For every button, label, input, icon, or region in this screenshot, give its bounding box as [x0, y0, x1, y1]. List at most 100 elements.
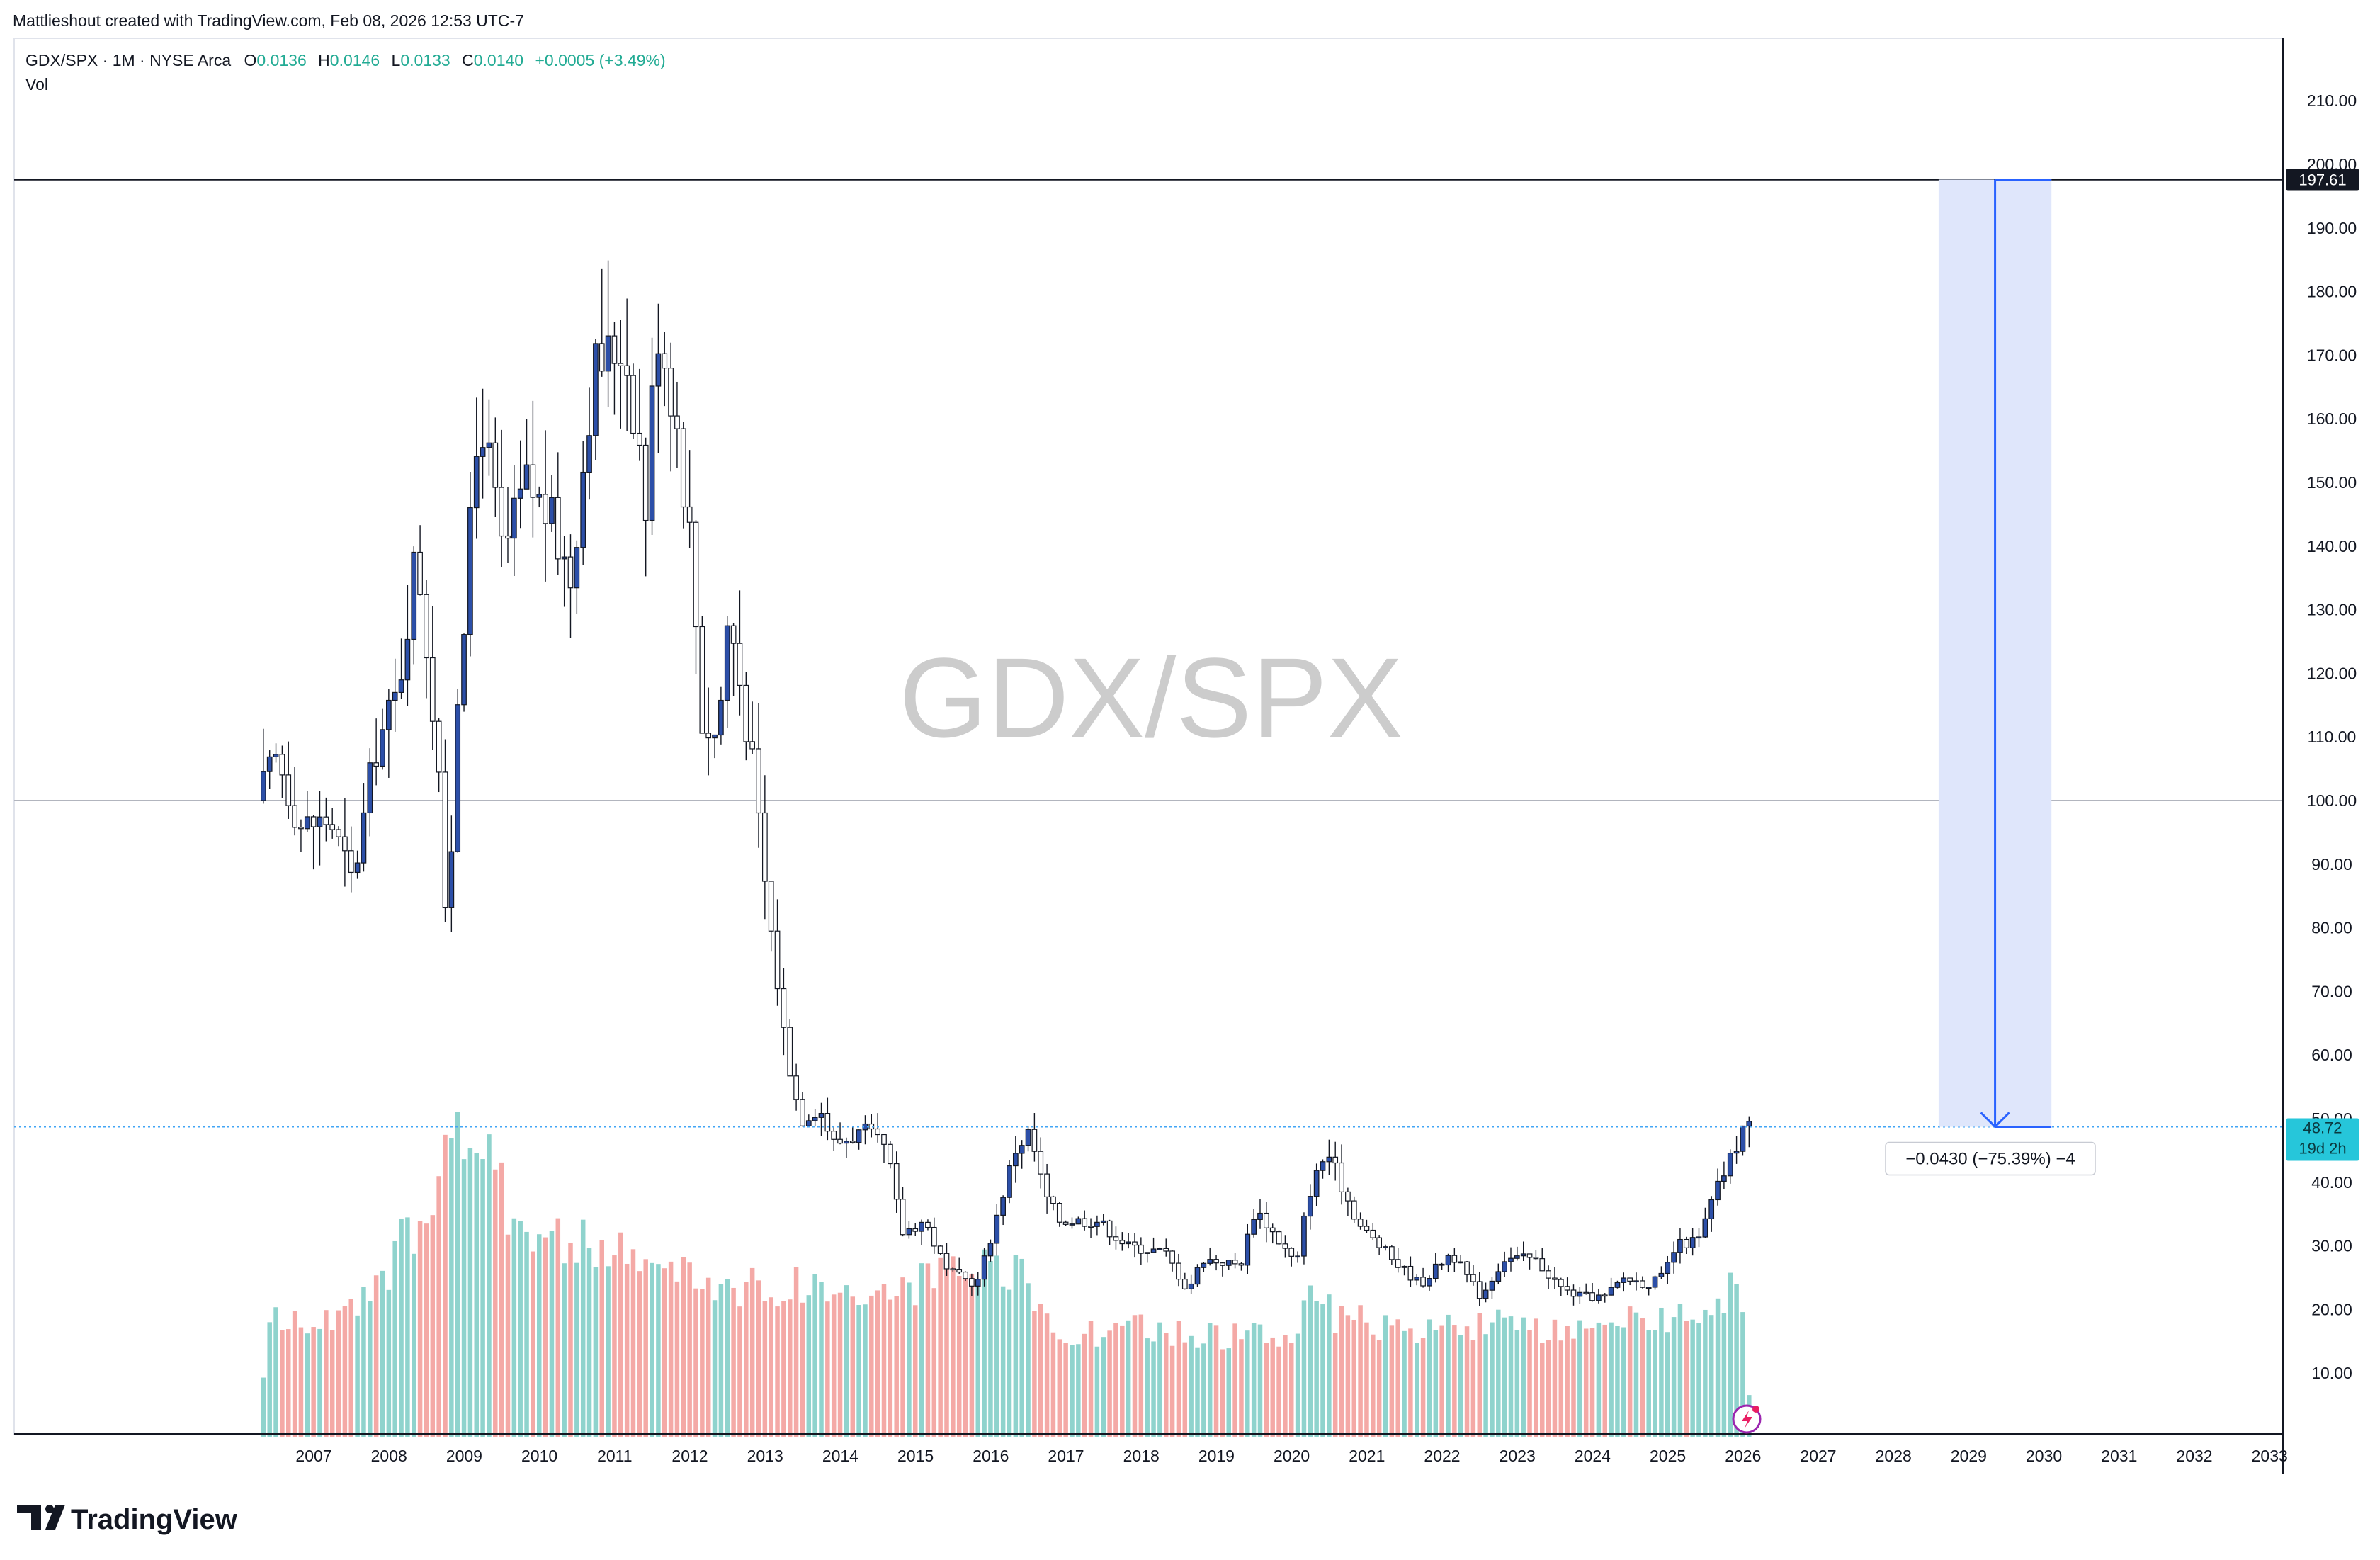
volume-bar	[994, 1255, 999, 1437]
volume-bar	[1514, 1330, 1520, 1437]
volume-bar	[1508, 1316, 1514, 1437]
x-tick-label: 2032	[2176, 1447, 2212, 1465]
legend-open-label: O	[244, 51, 257, 69]
volume-bar	[630, 1249, 636, 1437]
candle-body	[1671, 1252, 1677, 1263]
resistance-label[interactable]: 197.61	[2286, 169, 2359, 191]
volume-bar	[305, 1333, 310, 1437]
x-axis[interactable]: 2007 2008 2009 2010 2011 2012 2013 2014 2015 2016…	[295, 1447, 2287, 1465]
x-tick-label: 2017	[1048, 1447, 1084, 1465]
candle-body	[555, 497, 561, 560]
volume-bar	[411, 1253, 416, 1437]
volume-bar	[931, 1288, 937, 1437]
volume-bar	[744, 1282, 749, 1437]
candle-body	[812, 1117, 818, 1121]
volume-bar	[756, 1280, 761, 1437]
candle-body	[761, 812, 768, 882]
candle-body	[530, 464, 536, 498]
candle-body	[1370, 1229, 1376, 1238]
candle-body	[342, 836, 348, 852]
x-tick-label: 2016	[973, 1447, 1009, 1465]
candle-body	[1044, 1173, 1050, 1197]
candle-body	[987, 1243, 994, 1257]
chart-pane	[13, 38, 2284, 1435]
x-tick-label: 2009	[446, 1447, 482, 1465]
y-axis[interactable]: 10.0020.0030.0040.0050.0060.0070.0080.00…	[2307, 91, 2357, 1382]
volume-bar	[524, 1231, 529, 1437]
volume-bar	[718, 1284, 724, 1437]
candle-body	[837, 1138, 843, 1144]
volume-bar	[574, 1262, 579, 1437]
candle-body	[1320, 1161, 1326, 1171]
volume-bar	[1420, 1338, 1426, 1437]
volume-bar	[1546, 1340, 1551, 1437]
volume-bar	[1320, 1304, 1325, 1437]
candle-body	[1176, 1262, 1182, 1280]
measure-label: −0.0430 (−75.39%) −4	[1885, 1141, 2096, 1176]
volume-bar	[656, 1264, 661, 1437]
volume-bar	[1464, 1326, 1470, 1437]
volume-bar	[355, 1315, 360, 1437]
candle-body	[749, 741, 755, 750]
volume-bar	[480, 1158, 485, 1437]
volume-bar	[1364, 1322, 1369, 1437]
snapshot-icon[interactable]	[1732, 1404, 1762, 1434]
volume-bar	[825, 1301, 830, 1437]
y-tick-label: 170.00	[2307, 346, 2357, 364]
x-tick-label: 2027	[1800, 1447, 1836, 1465]
volume-bar	[1458, 1335, 1463, 1437]
volume-bar	[1314, 1301, 1319, 1437]
volume-bar	[487, 1134, 492, 1437]
volume-bar	[1708, 1315, 1714, 1437]
volume-bar	[837, 1292, 843, 1437]
candle-body	[1282, 1243, 1288, 1249]
candle-body	[1251, 1219, 1257, 1235]
volume-bar	[285, 1329, 291, 1437]
volume-bar	[1371, 1334, 1376, 1437]
candle-body	[1539, 1258, 1546, 1272]
volume-bar	[1433, 1330, 1439, 1437]
candle-body	[1627, 1277, 1633, 1282]
candle-body	[298, 827, 304, 830]
candle-body	[1257, 1212, 1263, 1220]
volume-bar	[624, 1263, 630, 1437]
candle-body	[1012, 1153, 1019, 1167]
volume-bar	[531, 1251, 536, 1437]
volume-bar	[1534, 1318, 1538, 1437]
candle-body	[1188, 1283, 1194, 1289]
volume-bar	[1627, 1306, 1633, 1437]
candle-body	[492, 442, 499, 488]
candle-body	[561, 556, 567, 560]
volume-bar	[831, 1294, 837, 1437]
volume-bar	[511, 1218, 517, 1437]
volume-bar	[769, 1297, 774, 1437]
candle-body	[348, 850, 354, 874]
volume-bar	[1276, 1346, 1281, 1437]
candle-body	[737, 643, 743, 686]
x-tick-label: 2029	[1951, 1447, 1987, 1465]
candle-body	[354, 862, 361, 874]
volume-bar	[1477, 1313, 1482, 1437]
volume-bar	[1101, 1337, 1106, 1437]
tradingview-logo[interactable]: TradingView	[17, 1504, 238, 1535]
volume-bar	[417, 1221, 423, 1437]
candle-body	[1639, 1280, 1645, 1288]
volume-bar	[737, 1306, 742, 1437]
y-tick-label: 100.00	[2307, 791, 2357, 810]
volume-bar	[1189, 1335, 1194, 1437]
volume-bar	[1446, 1314, 1451, 1437]
y-tick-label: 30.00	[2311, 1237, 2352, 1255]
measure-tool[interactable]	[1938, 178, 2052, 1129]
current-price-label[interactable]: 48.72 19d 2h	[2286, 1118, 2359, 1161]
candle-body	[937, 1245, 944, 1254]
volume-bar	[449, 1138, 454, 1437]
volume-bar	[1132, 1315, 1138, 1437]
volume-bar	[618, 1232, 623, 1437]
candle-body	[310, 816, 317, 827]
volume-bar	[700, 1289, 705, 1437]
volume-bar	[568, 1242, 573, 1437]
volume-bar	[762, 1301, 768, 1437]
volume-bar	[1470, 1340, 1476, 1437]
volume-bar	[650, 1262, 654, 1437]
